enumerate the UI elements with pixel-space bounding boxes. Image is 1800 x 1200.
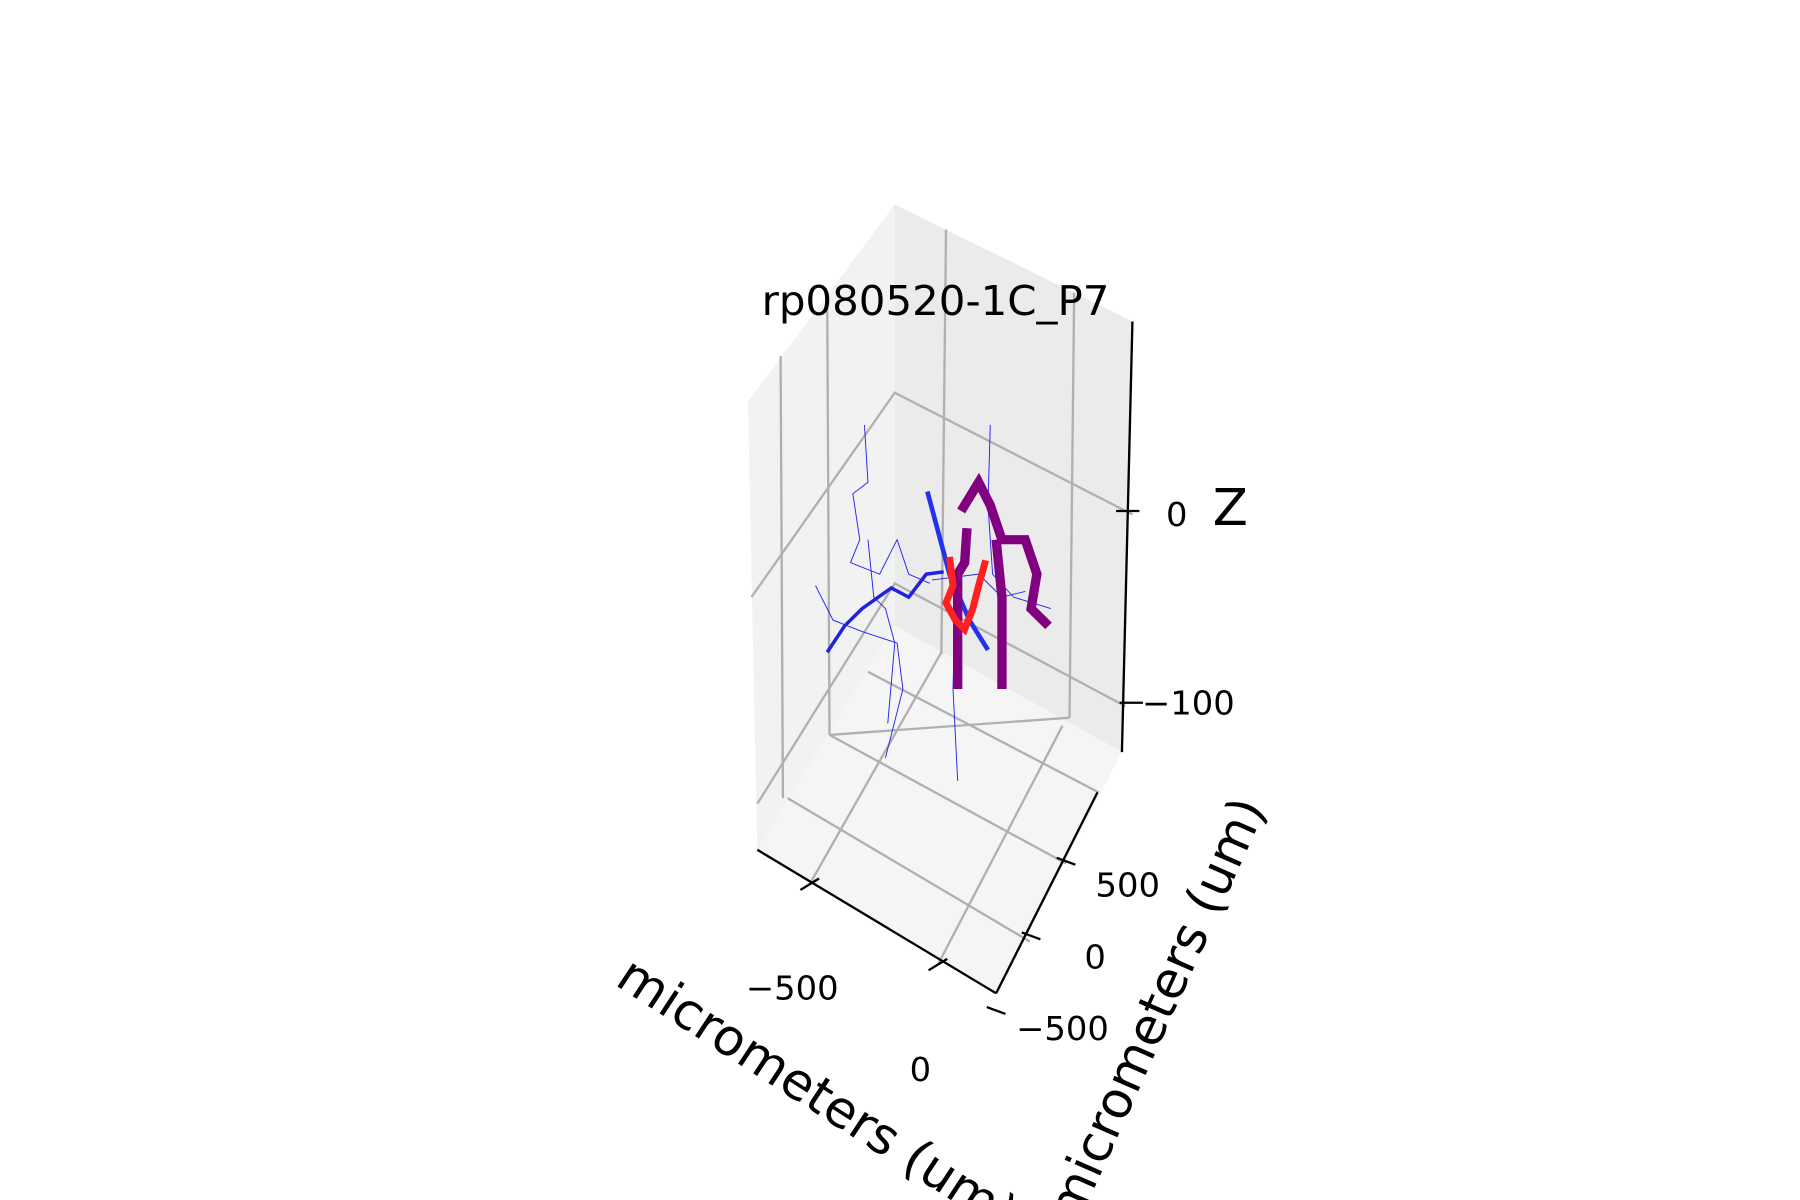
y-tick <box>986 1006 1006 1016</box>
x-tick-label: −500 <box>746 969 839 1008</box>
z-axis-label: Z <box>1213 479 1248 538</box>
y-axis-line <box>995 791 1099 994</box>
floor-pane <box>757 625 1122 994</box>
x-tick-label: 0 <box>910 1050 931 1089</box>
y-tick-label: 500 <box>1096 866 1160 905</box>
x-axis-line <box>756 848 997 995</box>
x-tick <box>799 877 820 891</box>
grid <box>750 229 1133 966</box>
z-axis-line <box>1120 321 1134 753</box>
chart-title: rp080520-1C_P7 <box>762 277 1110 326</box>
z-tick-label: −100 <box>1142 684 1235 723</box>
y-axis-label: micrometers (um) <box>1036 789 1279 1200</box>
z-tick-label: 0 <box>1166 495 1187 534</box>
y-tick <box>1021 931 1041 941</box>
x-tick <box>927 957 948 972</box>
neuron <box>815 424 1052 781</box>
y-tick-label: −500 <box>1016 1009 1109 1048</box>
left-pane <box>747 204 895 850</box>
y-tick <box>1056 856 1076 866</box>
y-tick-label: 0 <box>1084 938 1105 977</box>
